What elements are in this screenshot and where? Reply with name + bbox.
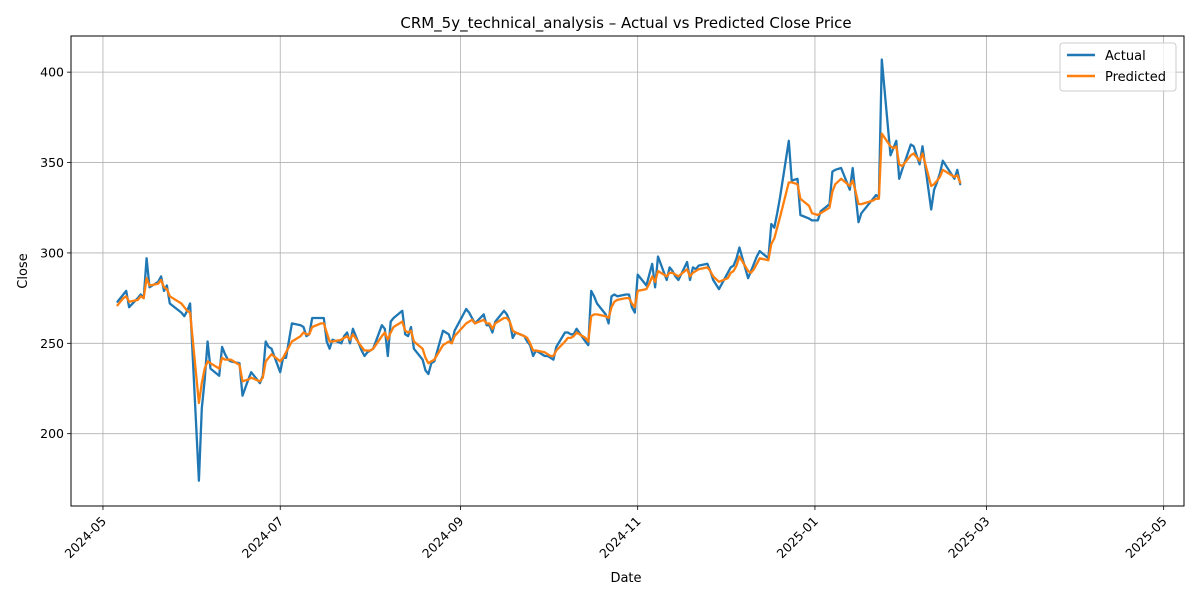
y-tick-label: 300 xyxy=(40,245,64,260)
x-axis-label: Date xyxy=(610,571,641,586)
legend: Actual Predicted xyxy=(1059,42,1177,92)
legend-label-predicted: Predicted xyxy=(1105,70,1166,85)
y-tick-label: 350 xyxy=(40,155,64,170)
y-tick-label: 400 xyxy=(40,65,64,80)
chart-title: CRM_5y_technical_analysis – Actual vs Pr… xyxy=(400,14,851,33)
plot-frame xyxy=(70,35,1185,507)
y-axis: 200 250 300 350 400 xyxy=(40,65,71,441)
y-axis-label: Close xyxy=(16,253,31,288)
series-group xyxy=(116,58,962,482)
legend-label-actual: Actual xyxy=(1105,49,1146,64)
y-tick-label: 200 xyxy=(40,426,64,441)
series-line-actual xyxy=(116,58,962,482)
grid xyxy=(71,36,1184,506)
series-line-predicted xyxy=(116,132,962,405)
y-tick-label: 250 xyxy=(40,336,64,351)
